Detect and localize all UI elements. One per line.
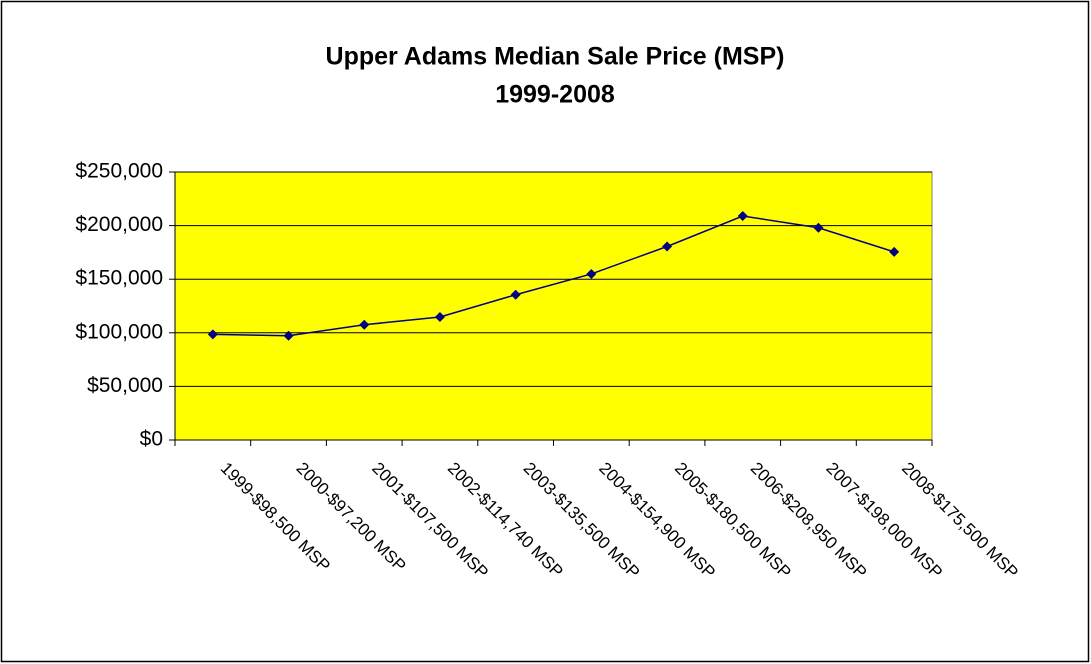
plot-area (174, 171, 933, 441)
y-tick-label: $50,000 (87, 374, 163, 397)
data-point (586, 268, 597, 279)
y-tick-label: $250,000 (75, 160, 163, 183)
y-tick-label: $200,000 (75, 213, 163, 236)
chart-subtitle: 1999-2008 (495, 81, 615, 109)
data-line (212, 215, 895, 337)
data-point (283, 330, 294, 341)
chart-title: Upper Adams Median Sale Price (MSP) (326, 43, 785, 71)
data-point (889, 246, 900, 257)
data-point (737, 211, 748, 222)
data-point (359, 319, 370, 330)
data-point (662, 241, 673, 252)
data-point (510, 289, 521, 300)
y-tick-label: $0 (140, 428, 163, 451)
data-point (434, 311, 445, 322)
y-tick-label: $150,000 (75, 267, 163, 290)
y-tick-label: $100,000 (75, 320, 163, 343)
data-point (207, 329, 218, 340)
data-point (813, 222, 824, 233)
